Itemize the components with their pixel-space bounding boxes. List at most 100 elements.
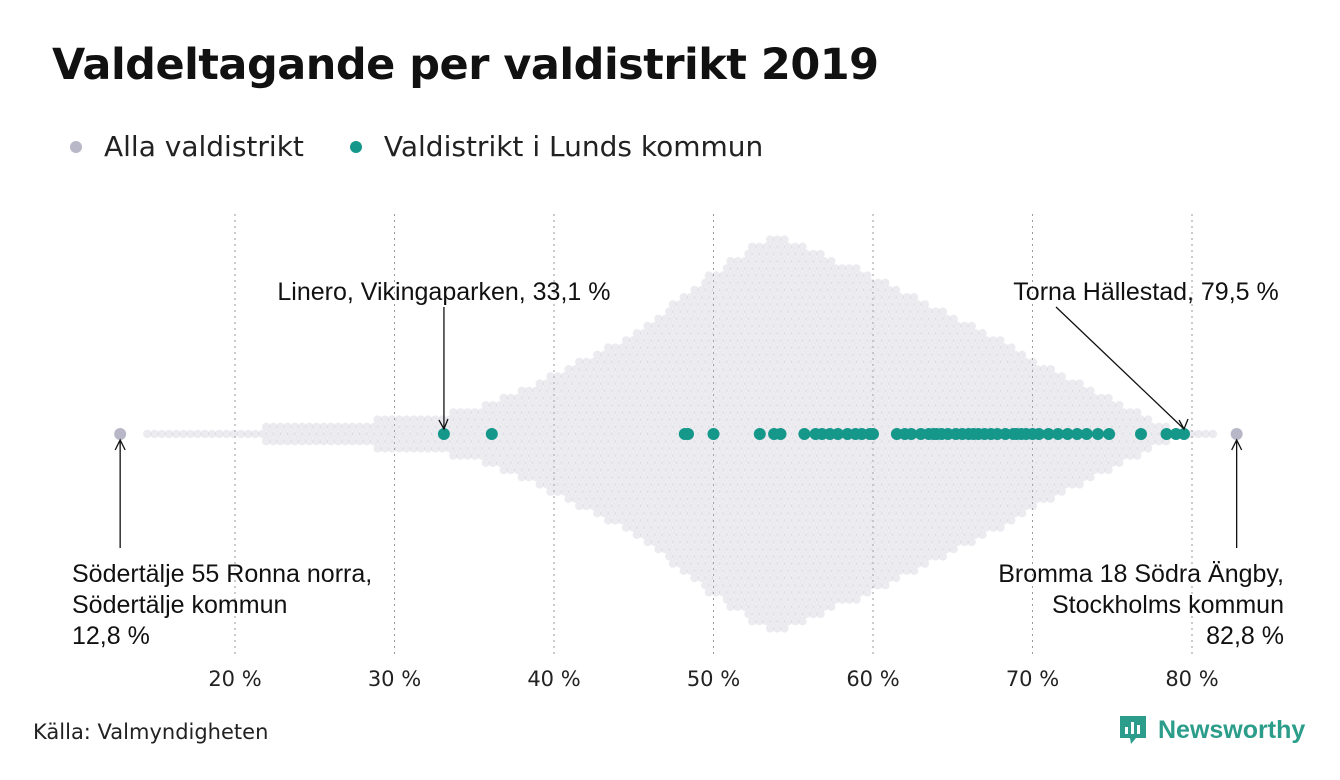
extreme-point <box>114 428 127 440</box>
swarm-point <box>974 393 984 403</box>
swarm-point <box>870 343 879 352</box>
swarm-point <box>726 559 735 568</box>
swarm-point <box>488 444 498 453</box>
swarm-point <box>787 437 796 446</box>
swarm-point <box>603 473 613 482</box>
swarm-point <box>492 408 501 417</box>
swarm-point <box>870 458 879 467</box>
swarm-point <box>726 588 735 597</box>
swarm-point <box>409 444 418 453</box>
swarm-point <box>495 401 505 410</box>
swarm-point <box>769 300 778 309</box>
swarm-point <box>611 444 620 453</box>
swarm-point <box>1093 415 1102 424</box>
swarm-point <box>967 336 976 345</box>
swarm-point <box>618 501 627 511</box>
swarm-point <box>301 429 310 439</box>
annotation-label: 12,8 % <box>72 622 150 650</box>
swarm-point <box>917 408 926 417</box>
swarm-point <box>726 401 735 410</box>
swarm-point <box>945 408 955 417</box>
swarm-point <box>909 408 919 417</box>
swarm-point <box>873 523 883 532</box>
swarm-point <box>1075 393 1084 403</box>
swarm-point <box>747 401 757 410</box>
swarm-point <box>992 357 1002 367</box>
swarm-point <box>719 271 728 280</box>
swarm-point <box>801 595 811 604</box>
swarm-point <box>560 372 570 381</box>
swarm-point <box>701 293 710 302</box>
swarm-point <box>1046 480 1056 489</box>
annotation-arrowhead <box>438 418 449 431</box>
swarm-point <box>848 271 858 280</box>
swarm-point <box>780 451 789 460</box>
swarm-point <box>755 573 764 583</box>
swarm-point <box>744 350 753 359</box>
swarm-point <box>726 300 735 309</box>
swarm-point <box>830 321 840 331</box>
lund-point <box>707 428 720 440</box>
swarm-point <box>697 516 706 525</box>
swarm-point <box>798 617 807 626</box>
swarm-point <box>780 566 789 575</box>
swarm-point <box>629 509 638 518</box>
swarm-point <box>931 465 940 475</box>
swarm-point <box>866 509 876 518</box>
swarm-point <box>722 552 732 561</box>
swarm-point <box>1014 458 1023 467</box>
swarm-point <box>524 473 534 482</box>
swarm-point <box>773 336 782 345</box>
swarm-point <box>816 264 825 273</box>
swarm-point <box>517 473 526 482</box>
swarm-point <box>1061 379 1070 388</box>
swarm-point <box>913 444 922 453</box>
swarm-point <box>693 566 703 575</box>
x-tick-label: 30 % <box>368 667 421 691</box>
swarm-point <box>805 386 814 395</box>
swarm-point <box>715 278 724 287</box>
swarm-point <box>571 393 580 403</box>
swarm-point <box>1061 408 1070 417</box>
swarm-point <box>805 285 814 295</box>
swarm-point <box>1053 465 1063 475</box>
lund-point <box>774 428 787 440</box>
swarm-point <box>863 516 872 525</box>
swarm-point <box>1053 480 1063 489</box>
swarm-point <box>909 509 919 518</box>
swarm-point <box>776 602 786 611</box>
swarm-point <box>719 573 728 583</box>
swarm-point <box>884 285 894 295</box>
swarm-point <box>913 501 922 511</box>
swarm-point <box>1111 408 1120 417</box>
swarm-point <box>679 523 688 532</box>
swarm-point <box>463 451 472 460</box>
swarm-point <box>737 408 746 417</box>
source-note: Källa: Valmyndigheten <box>33 720 269 744</box>
swarm-point <box>769 242 778 251</box>
swarm-point <box>535 408 544 417</box>
swarm-point <box>589 357 598 367</box>
swarm-point <box>769 357 778 367</box>
swarm-point <box>1068 379 1077 388</box>
swarm-point <box>1068 480 1077 489</box>
swarm-point <box>837 350 847 359</box>
swarm-point <box>1125 422 1135 431</box>
swarm-point <box>899 458 908 467</box>
swarm-point <box>639 386 649 395</box>
swarm-point <box>809 609 818 619</box>
swarm-point <box>938 480 948 489</box>
swarm-point <box>715 437 724 446</box>
swarm-point <box>618 516 627 525</box>
swarm-point <box>877 573 886 583</box>
swarm-point <box>747 257 757 266</box>
swarm-point <box>1068 465 1077 475</box>
swarm-point <box>618 444 627 453</box>
swarm-point <box>967 537 976 547</box>
swarm-point <box>942 386 951 395</box>
swarm-point <box>985 357 994 367</box>
swarm-point <box>729 595 739 604</box>
swarm-point <box>895 336 904 345</box>
swarm-point <box>798 573 807 583</box>
swarm-point <box>884 415 894 424</box>
